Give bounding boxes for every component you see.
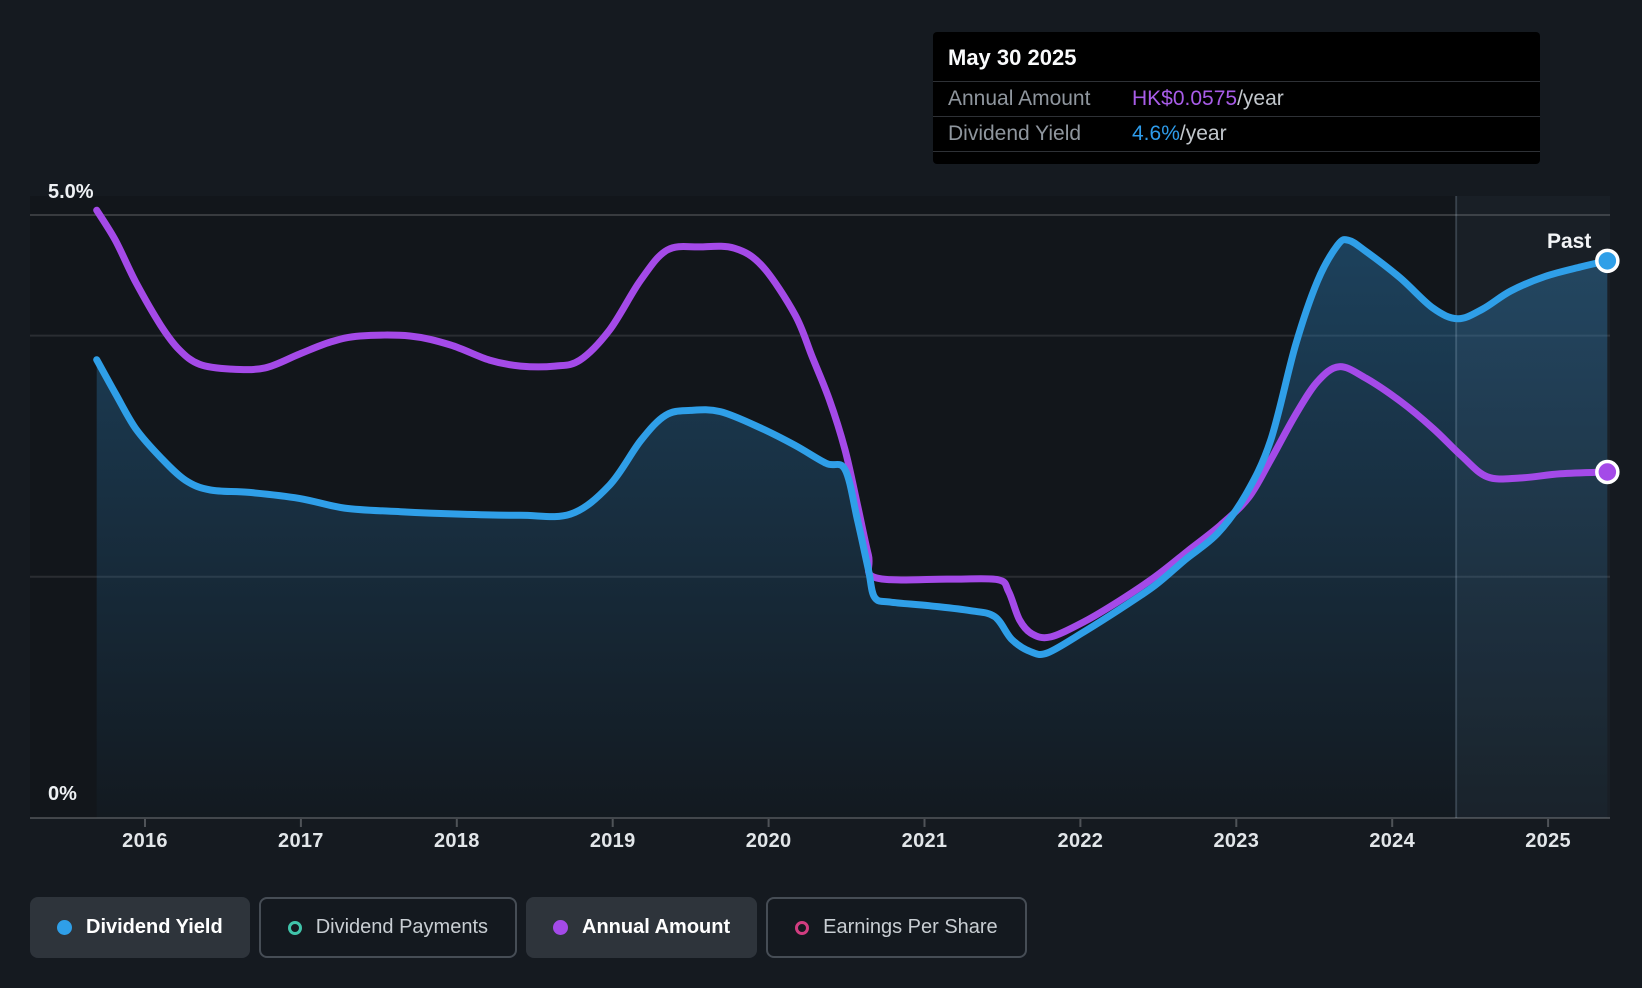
tooltip-value: 4.6%/year (1132, 122, 1227, 145)
legend-earnings-per-share-button[interactable]: Earnings Per Share (766, 897, 1027, 958)
past-region-label: Past (1547, 230, 1592, 253)
legend-dividend-payments-button[interactable]: Dividend Payments (258, 897, 518, 958)
x-tick-label-2024: 2024 (1369, 830, 1416, 852)
x-tick-label-2025: 2025 (1525, 830, 1571, 852)
tooltip-value: HK$0.0575/year (1132, 87, 1284, 110)
legend-label: Annual Amount (582, 916, 731, 938)
x-tick-label-2022: 2022 (1057, 830, 1104, 852)
legend-label: Earnings Per Share (823, 916, 998, 938)
legend-label: Dividend Payments (315, 916, 489, 938)
y-axis-zero-label: 0% (48, 783, 77, 805)
dividend-yield-line (93, 236, 1611, 658)
tooltip-label: Dividend Yield (948, 122, 1082, 145)
dividend-history-chart[interactable] (0, 0, 1642, 880)
legend-annual-amount-button[interactable]: Annual Amount (526, 897, 758, 958)
x-tick-label-2021: 2021 (901, 830, 948, 852)
x-tick-label-2016: 2016 (122, 830, 168, 852)
tooltip-row-annual-amount: Annual Amount HK$0.0575/year (933, 82, 1540, 117)
dividend-yield-area-fill (96, 239, 1608, 819)
earnings-per-share-ring-icon (795, 920, 810, 935)
dividend-yield-dot-icon (57, 920, 72, 935)
annual-amount-endpoint-dot (1595, 459, 1620, 485)
dividend-payments-ring-icon (287, 920, 302, 935)
tooltip-date: May 30 2025 (933, 32, 1540, 82)
tooltip-label: Annual Amount (948, 87, 1091, 110)
legend-label: Dividend Yield (86, 916, 223, 938)
x-tick-label-2017: 2017 (278, 830, 324, 852)
legend-dividend-yield-button[interactable]: Dividend Yield (30, 897, 250, 958)
x-tick-label-2023: 2023 (1213, 830, 1260, 852)
past-region-overlay (1456, 196, 1610, 818)
x-tick-label-2018: 2018 (433, 830, 480, 852)
y-axis-max-label: 5.0% (48, 181, 94, 203)
annual-amount-dot-icon (553, 920, 569, 935)
x-axis: 2016 2017 2018 2019 2020 2021 2022 2023 … (0, 830, 1642, 860)
chart-tooltip: May 30 2025 Annual Amount HK$0.0575/year… (933, 32, 1540, 164)
tooltip-row-dividend-yield: Dividend Yield 4.6%/year (933, 117, 1540, 152)
chart-legend: Dividend Yield Dividend Payments Annual … (30, 897, 1027, 958)
dividend-yield-endpoint-dot (1595, 248, 1620, 274)
x-tick-label-2019: 2019 (589, 830, 636, 852)
x-tick-label-2020: 2020 (745, 830, 792, 852)
